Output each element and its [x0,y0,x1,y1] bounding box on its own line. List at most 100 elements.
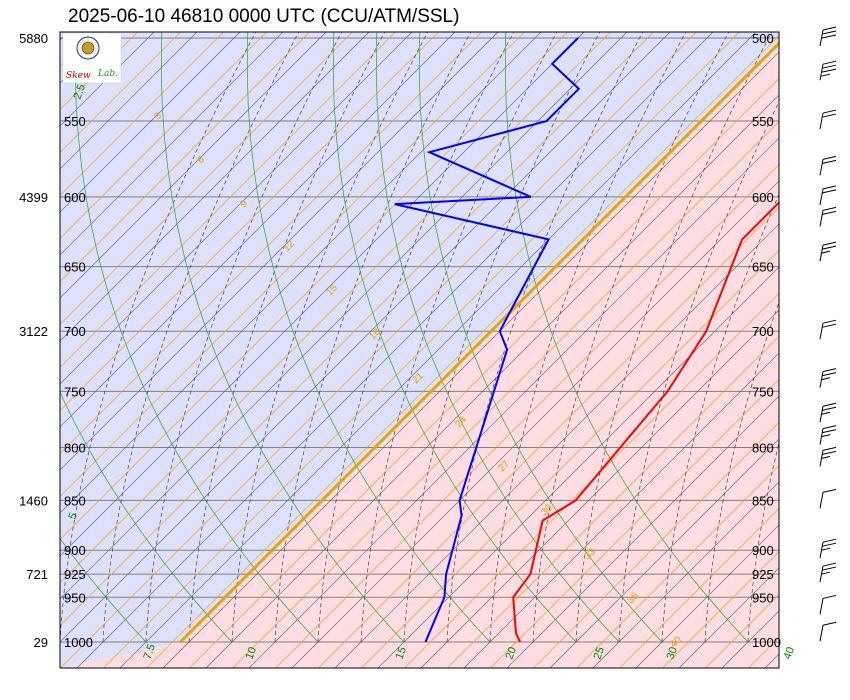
moist-adiabat-line [231,32,429,643]
moist-adiabat-line [661,193,779,643]
dry-adiabat-line [60,391,233,643]
logo-text-b: Lab. [97,69,118,79]
isotherm-line [60,32,499,471]
wind-barb [819,60,837,81]
dry-adiabat-line [332,32,577,643]
isotherm-line [291,180,779,668]
mixing-ratio-line [447,336,779,668]
dry-adiabat-label: 15 [394,645,409,661]
dry-adiabat-line [246,32,491,643]
dry-adiabat-label: 40 [782,645,797,661]
isotherm-line [635,524,779,668]
moist-adiabat-line [618,101,779,643]
isotherm-line [60,32,456,428]
temperature-profile-line [512,201,779,643]
freezing-boundary-line [179,41,779,644]
mixing-ratio-line [775,0,850,685]
mixing-ratio-line [60,32,568,540]
isotherm-line [60,32,327,299]
height-label: 4399 [19,190,48,205]
isotherm-line [60,32,542,514]
moist-adiabat-line [188,32,386,643]
isotherm-line [205,94,779,668]
mixing-ratio-line [103,32,740,668]
mixing-ratio-line [60,32,181,153]
wind-barb [819,109,837,130]
mixing-ratio-line [404,293,779,668]
moist-adiabat-line [360,32,558,643]
dry-adiabat-line [160,32,405,643]
isotherm-line [60,32,198,170]
height-label: 5880 [19,31,48,46]
isotherm-line [119,32,757,668]
height-label: 29 [34,635,48,650]
mixing-ratio-line [619,508,779,668]
mixing-ratio-line [60,32,310,282]
chart-title: 2025-06-10 46810 0000 UTC (CCU/ATM/SSL) [68,6,460,27]
moist-adiabat-line [274,32,472,643]
mixing-ratio-line [60,32,353,325]
moist-adiabat-line [747,441,779,643]
isotherm-line [334,223,779,668]
moist-adiabat-line [403,32,601,643]
wind-barb [819,185,837,205]
mixing-ratio-line [576,465,779,668]
lab-logo: Skew Lab. [62,32,122,84]
mixing-ratio-line [60,32,224,196]
pressure-label-left: 750 [64,384,86,399]
mixing-ratio-line [146,35,779,668]
moist-adiabat-line [575,32,773,643]
dry-adiabat-line [74,32,319,643]
pressure-label-right: 1000 [752,635,781,650]
isotherm-line [60,32,284,256]
mixing-ratio-line [490,379,779,668]
wind-barb [819,368,837,388]
mixing-ratio-line [60,32,611,583]
dry-adiabat-line [504,32,749,643]
pressure-label-left: 550 [64,114,86,129]
isotherm-line [834,0,850,685]
dry-adiabat-line [60,537,147,643]
pressure-label-left: 950 [64,590,86,605]
mixing-ratio-line [60,32,267,239]
wind-barb [819,446,837,467]
wind-barb [819,319,837,340]
wind-barb [819,538,837,559]
mixing-ratio-line [189,78,779,668]
moist-adiabat-line [60,32,257,643]
mixing-ratio-line [662,551,779,668]
moist-adiabat-line [145,32,343,643]
isotherm-line [76,32,714,668]
isotherm-line [60,32,370,342]
moist-adiabat-line [102,32,300,643]
mixing-ratio-line [60,32,439,411]
wind-barb [819,488,837,509]
height-label: 3122 [19,324,48,339]
logo-text-a: Skew [66,71,91,81]
mixing-ratio-line [60,32,525,497]
wind-barb [819,241,837,262]
wind-barb [819,26,837,47]
isotherm-line [592,481,779,668]
moist-adiabat-line [532,32,730,643]
mixing-ratio-line [533,422,779,668]
dry-adiabat-label: 2.5 [72,83,89,101]
dry-adiabat-label: 25 [592,645,607,661]
pressure-label-right: 950 [752,590,774,605]
pressure-label-left: 650 [64,260,86,275]
pressure-label-right: 700 [752,324,774,339]
dry-adiabat-label: 30 [665,645,680,661]
isotherm-line [377,266,779,668]
dewpoint-profile-line [394,37,581,643]
pressure-label-right: 750 [752,384,774,399]
mixing-ratio-line [60,32,482,454]
isotherm-line [420,309,779,668]
pressure-label-left: 700 [64,324,86,339]
mixing-ratio-line [60,32,697,668]
height-label: 1460 [19,493,48,508]
moist-adiabat-line [317,32,515,643]
moist-adiabat-line [489,32,687,643]
pressure-label-right: 650 [752,260,774,275]
isotherm-line [60,32,628,600]
